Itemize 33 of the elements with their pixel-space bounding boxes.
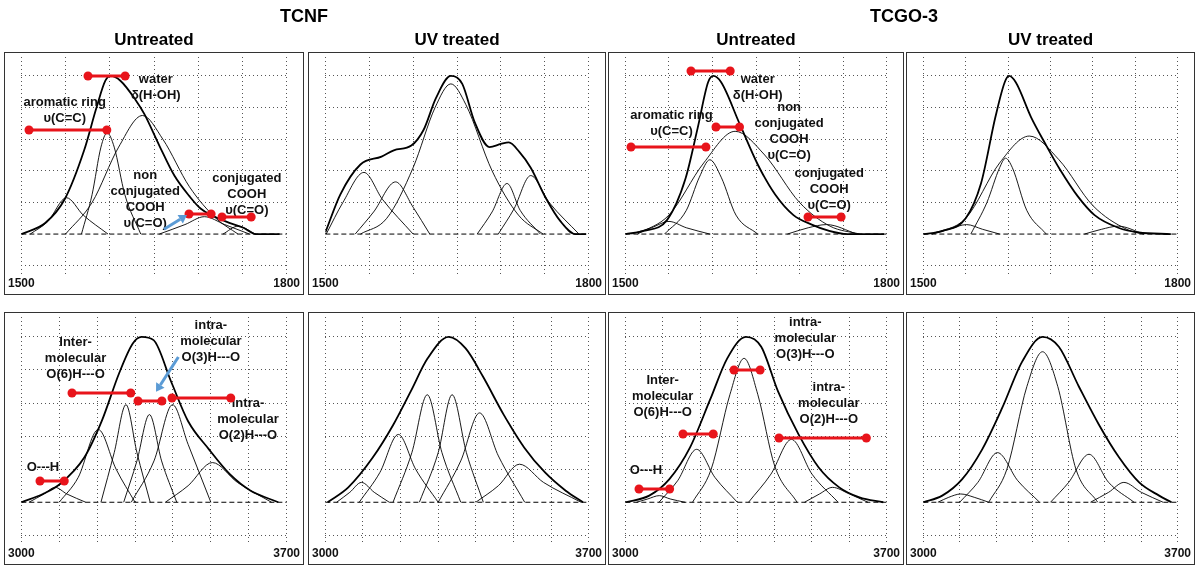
x-tick-label: 3000 bbox=[910, 546, 938, 561]
annotation: Inter- molecular O(6)H---O bbox=[44, 333, 107, 381]
chart-subtitle: Untreated bbox=[114, 30, 194, 50]
annotation: conjugated COOH υ(C=O) bbox=[212, 170, 282, 218]
annotation: intra- molecular O(3)H---O bbox=[774, 314, 836, 362]
x-tick-label: 1800 bbox=[575, 276, 603, 291]
x-tick-label: 3700 bbox=[1164, 546, 1192, 561]
x-tick-label: 1800 bbox=[873, 276, 901, 291]
x-tick-label: 1800 bbox=[273, 276, 301, 291]
annotation: intra- molecular O(2)H---O bbox=[217, 395, 279, 443]
chart-subtitle: UV treated bbox=[1007, 30, 1094, 50]
x-tick-label: 3700 bbox=[575, 546, 603, 561]
x-tick-label: 1500 bbox=[612, 276, 640, 291]
x-tick-label: 3700 bbox=[273, 546, 301, 561]
x-tick-label: 3000 bbox=[8, 546, 36, 561]
annotation: water δ(H-OH) bbox=[130, 70, 181, 102]
x-tick-label: 3700 bbox=[873, 546, 901, 561]
x-tick-label: 1500 bbox=[910, 276, 938, 291]
annotation: intra- molecular O(2)H---O bbox=[798, 378, 860, 426]
chart-subtitle: UV treated bbox=[414, 30, 500, 50]
x-tick-label: 1800 bbox=[1164, 276, 1192, 291]
chart-title: TCGO-3 bbox=[869, 6, 939, 27]
annotation: O---H bbox=[629, 462, 663, 478]
x-tick-label: 3000 bbox=[612, 546, 640, 561]
x-tick-label: 3000 bbox=[312, 546, 340, 561]
annotation: Inter- molecular O(6)H---O bbox=[631, 371, 694, 419]
annotation: intra- molecular O(3)H---O bbox=[180, 317, 242, 365]
x-tick-label: 1500 bbox=[312, 276, 340, 291]
annotation: O---H bbox=[26, 459, 60, 475]
annotation: conjugated COOH υ(C=O) bbox=[794, 165, 864, 213]
x-tick-label: 1500 bbox=[8, 276, 36, 291]
chart-title: TCNF bbox=[280, 6, 328, 27]
chart-subtitle: Untreated bbox=[716, 30, 796, 50]
